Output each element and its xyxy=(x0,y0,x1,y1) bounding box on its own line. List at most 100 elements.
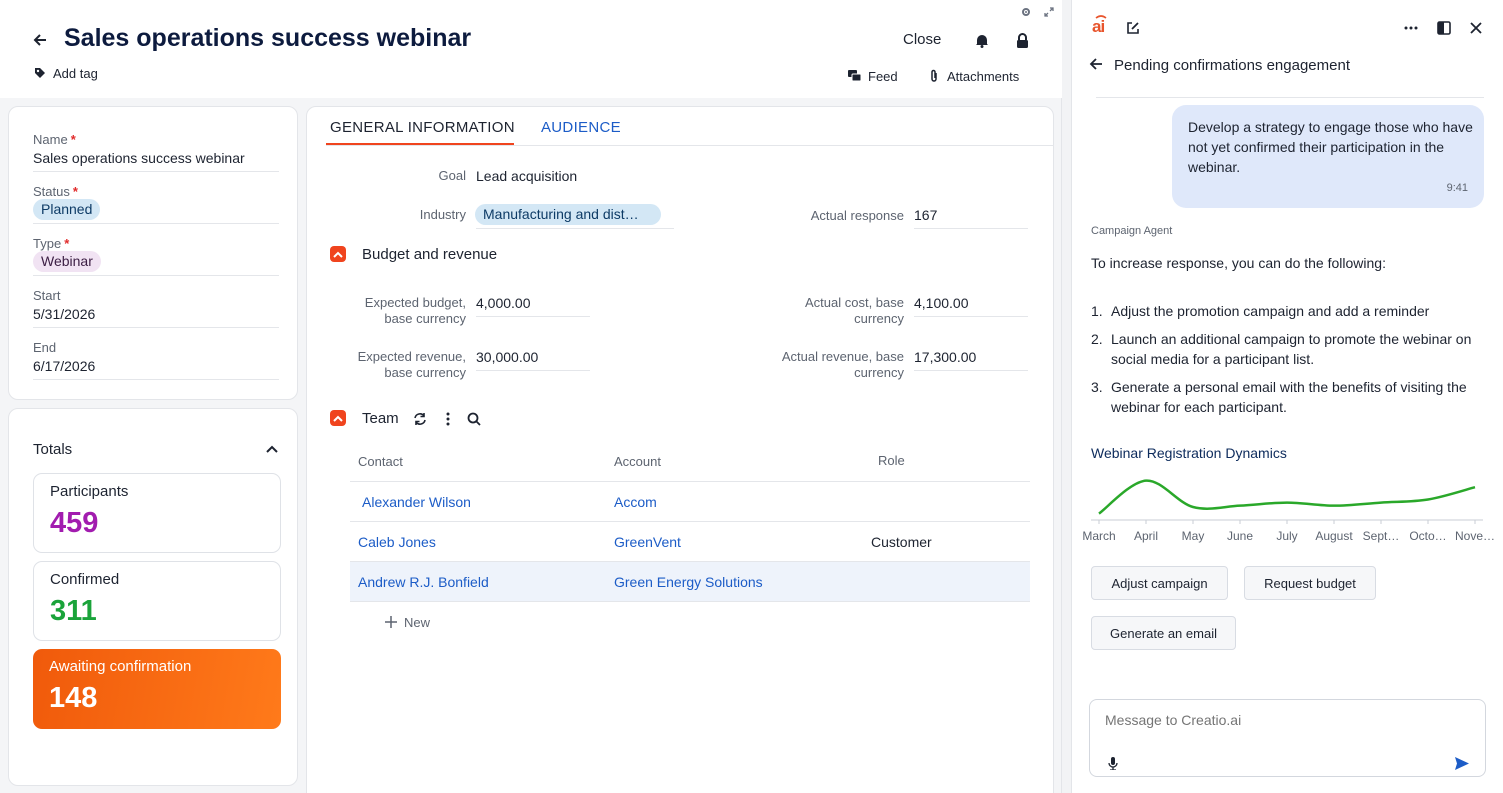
actual-revenue-field[interactable]: 17,300.00 xyxy=(914,349,977,365)
goal-field[interactable]: Lead acquisition xyxy=(476,168,578,184)
user-message-bubble: Develop a strategy to engage those who h… xyxy=(1172,105,1484,208)
x-tick-label: August xyxy=(1315,529,1353,543)
back-arrow-icon[interactable] xyxy=(30,30,50,50)
goal-label: Goal xyxy=(438,168,466,183)
creatio-ai-logo: ai xyxy=(1090,14,1112,36)
name-label: Name * xyxy=(33,132,76,147)
account-link[interactable]: GreenVent xyxy=(614,534,681,550)
chevron-up-icon[interactable] xyxy=(264,443,280,455)
participants-label: Participants xyxy=(50,483,129,500)
team-collapse-toggle[interactable] xyxy=(330,410,346,426)
type-badge[interactable]: Webinar xyxy=(33,251,101,272)
team-section-title: Team xyxy=(362,410,399,427)
status-label: Status * xyxy=(33,184,78,199)
actual-response-label: Actual response xyxy=(810,208,904,223)
confirmed-metric: Confirmed 311 xyxy=(33,561,281,641)
expected-budget-field[interactable]: 4,000.00 xyxy=(476,295,531,311)
budget-collapse-toggle[interactable] xyxy=(330,246,346,262)
new-row-button[interactable]: New xyxy=(385,613,430,631)
suggestion-item: 1. Adjust the promotion campaign and add … xyxy=(1091,303,1430,319)
x-tick-label: Sept… xyxy=(1362,529,1400,543)
tab-audience[interactable]: AUDIENCE xyxy=(541,119,621,136)
name-field[interactable]: Sales operations success webinar xyxy=(33,150,245,166)
user-message-text: Develop a strategy to engage those who h… xyxy=(1188,119,1473,175)
bell-icon[interactable] xyxy=(973,31,991,49)
refresh-icon[interactable] xyxy=(411,410,428,427)
actual-cost-label: Actual cost, base currency xyxy=(805,295,904,326)
start-label: Start xyxy=(33,288,61,303)
registration-line-chart xyxy=(1091,479,1483,524)
attachments-button[interactable]: Attachments xyxy=(929,67,1019,85)
table-row-selected[interactable] xyxy=(350,562,1030,601)
contact-link[interactable]: Andrew R.J. Bonfield xyxy=(358,574,489,590)
industry-label: Industry xyxy=(419,207,466,222)
dock-panel-icon[interactable] xyxy=(1435,19,1453,37)
feed-button[interactable]: Feed xyxy=(848,67,898,85)
account-link[interactable]: Green Energy Solutions xyxy=(614,574,763,590)
type-label: Type * xyxy=(33,236,70,251)
agent-name: Campaign Agent xyxy=(1091,225,1173,237)
expected-revenue-field[interactable]: 30,000.00 xyxy=(476,349,539,365)
close-icon[interactable] xyxy=(1467,19,1485,37)
chevron-up-icon xyxy=(333,251,343,258)
actual-cost-field[interactable]: 4,100.00 xyxy=(914,295,969,311)
adjust-campaign-button[interactable]: Adjust campaign xyxy=(1091,566,1228,600)
details-card: Name * Sales operations success webinar S… xyxy=(8,106,298,400)
expand-icon[interactable] xyxy=(1043,6,1055,18)
contact-link[interactable]: Caleb Jones xyxy=(358,534,436,550)
page-header: Sales operations success webinar Add tag… xyxy=(0,0,1062,98)
more-vertical-icon[interactable] xyxy=(441,410,455,427)
feed-icon xyxy=(848,70,862,82)
confirmed-value: 311 xyxy=(50,595,97,627)
column-header-role[interactable]: Role xyxy=(878,453,905,468)
end-field[interactable]: 6/17/2026 xyxy=(33,358,96,374)
main-content-card xyxy=(306,106,1054,793)
account-link[interactable]: Accom xyxy=(614,494,657,510)
column-header-account[interactable]: Account xyxy=(614,454,661,469)
more-horizontal-icon[interactable] xyxy=(1402,20,1420,36)
message-input[interactable] xyxy=(1105,710,1435,730)
request-budget-button[interactable]: Request budget xyxy=(1244,566,1376,600)
send-icon[interactable] xyxy=(1453,755,1471,771)
generate-email-button[interactable]: Generate an email xyxy=(1091,616,1236,650)
back-arrow-icon[interactable] xyxy=(1088,56,1104,72)
new-chat-icon[interactable] xyxy=(1124,19,1142,37)
column-header-contact[interactable]: Contact xyxy=(358,454,403,469)
start-field[interactable]: 5/31/2026 xyxy=(33,306,96,322)
close-button[interactable]: Close xyxy=(903,31,942,48)
agent-intro: To increase response, you can do the fol… xyxy=(1091,255,1386,271)
awaiting-label: Awaiting confirmation xyxy=(49,658,192,675)
awaiting-value: 148 xyxy=(49,682,98,714)
chevron-up-icon xyxy=(333,415,343,422)
industry-badge[interactable]: Manufacturing and dist… xyxy=(475,204,661,225)
end-label: End xyxy=(33,340,57,355)
awaiting-metric: Awaiting confirmation 148 xyxy=(33,649,281,729)
suggestion-item: 2. Launch an additional campaign to promo… xyxy=(1091,331,1472,367)
confirmed-label: Confirmed xyxy=(50,571,120,588)
lock-icon[interactable] xyxy=(1013,31,1031,49)
series-line xyxy=(1098,479,1476,515)
chart-title: Webinar Registration Dynamics xyxy=(1091,445,1287,461)
actual-response-field[interactable]: 167 xyxy=(914,207,938,223)
add-tag-label: Add tag xyxy=(53,65,98,81)
participants-metric: Participants 459 xyxy=(33,473,281,553)
expected-budget-label: Expected budget, base currency xyxy=(364,295,466,326)
logo-text: ai xyxy=(1092,17,1105,36)
x-tick-label: July xyxy=(1276,529,1298,543)
microphone-icon[interactable] xyxy=(1107,756,1119,770)
plus-icon xyxy=(385,616,397,628)
x-tick-label: March xyxy=(1082,529,1116,543)
search-icon[interactable] xyxy=(465,410,482,427)
status-badge[interactable]: Planned xyxy=(33,199,101,220)
role-cell: Customer xyxy=(871,534,932,550)
paperclip-icon xyxy=(931,69,937,82)
contact-link[interactable]: Alexander Wilson xyxy=(362,494,471,510)
tab-general-information[interactable]: GENERAL INFORMATION xyxy=(330,119,515,136)
add-tag-button[interactable]: Add tag xyxy=(34,64,98,82)
record-page: Sales operations success webinar Add tag… xyxy=(0,0,1062,793)
x-tick-label: Nove… xyxy=(1455,529,1496,543)
message-composer[interactable] xyxy=(1089,699,1486,777)
message-timestamp: 9:41 xyxy=(1446,182,1468,194)
settings-icon[interactable] xyxy=(1020,6,1032,18)
attachments-label: Attachments xyxy=(947,68,1020,84)
